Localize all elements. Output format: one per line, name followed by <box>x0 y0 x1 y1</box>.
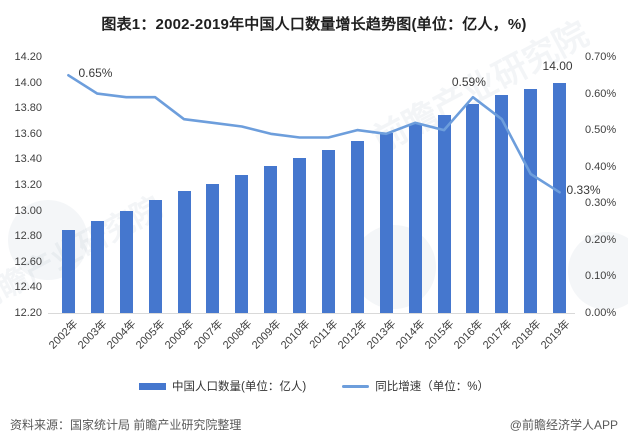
data-label: 0.65% <box>78 66 113 81</box>
data-label: 0.33% <box>566 183 601 198</box>
bar-2006年 <box>177 191 191 313</box>
bar-2005年 <box>148 200 162 313</box>
right-axis-tick: 0.00% <box>585 307 617 319</box>
data-label: 0.59% <box>451 75 486 90</box>
bar-swatch-icon <box>139 382 167 390</box>
left-axis-tick: 14.20 <box>14 51 42 63</box>
bar-2015年 <box>437 114 451 313</box>
bar-2016年 <box>466 104 480 313</box>
bar-2018年 <box>524 89 538 313</box>
bar-2013年 <box>379 132 393 313</box>
line-swatch-icon <box>342 384 370 388</box>
bar-2004年 <box>119 210 133 313</box>
bar-2002年 <box>61 229 75 313</box>
left-axis-tick: 14.00 <box>14 76 42 89</box>
left-axis-tick: 12.60 <box>14 255 42 268</box>
legend-item-population: 中国人口数量(单位：亿人) <box>139 378 306 394</box>
credit-note: @前瞻经济学人APP <box>509 418 618 432</box>
right-axis-tick: 0.60% <box>585 87 617 100</box>
watermark-logo-center <box>352 225 436 309</box>
source-note: 资料来源：国家统计局 前瞻产业研究院整理 <box>10 418 242 432</box>
right-axis-tick: 0.30% <box>585 197 617 210</box>
left-axis-tick: 13.20 <box>14 179 42 191</box>
bar-2003年 <box>90 220 104 313</box>
left-axis-tick: 13.00 <box>14 204 42 217</box>
x-axis-line <box>48 313 575 314</box>
bar-2009年 <box>264 165 278 313</box>
legend-item-growth: 同比增速（单位：%） <box>342 378 489 394</box>
right-axis-tick: 0.20% <box>585 233 617 246</box>
bar-2012年 <box>350 141 364 313</box>
growth-rate-line <box>67 74 561 194</box>
right-axis-tick: 0.40% <box>585 160 617 173</box>
bar-2008年 <box>235 174 249 313</box>
bar-2014年 <box>408 123 422 313</box>
bar-2019年 <box>553 82 567 313</box>
right-axis-tick: 0.70% <box>585 51 617 63</box>
bar-2007年 <box>206 183 220 313</box>
bar-2010年 <box>293 158 307 313</box>
legend-label-population: 中国人口数量(单位：亿人) <box>172 381 307 393</box>
legend-label-growth: 同比增速（单位：%） <box>375 381 489 393</box>
chart-title: 图表1：2002-2019年中国人口数量增长趋势图(单位：亿人，%) <box>101 16 527 33</box>
right-axis-tick: 0.50% <box>585 124 617 137</box>
left-axis-tick: 13.60 <box>14 127 42 140</box>
left-axis-tick: 13.80 <box>14 102 42 115</box>
right-axis-tick: 0.10% <box>585 270 617 283</box>
bar-2017年 <box>495 95 509 313</box>
left-axis-tick: 12.80 <box>14 230 42 243</box>
legend: 中国人口数量(单位：亿人) 同比增速（单位：%） <box>0 378 628 394</box>
left-axis-tick: 12.20 <box>14 307 42 319</box>
data-label: 14.00 <box>542 58 573 73</box>
left-axis-tick: 13.40 <box>14 153 42 166</box>
footer: 资料来源：国家统计局 前瞻产业研究院整理 @前瞻经济学人APP <box>10 416 618 433</box>
bar-2011年 <box>321 150 335 313</box>
left-axis-tick: 12.40 <box>14 281 42 294</box>
